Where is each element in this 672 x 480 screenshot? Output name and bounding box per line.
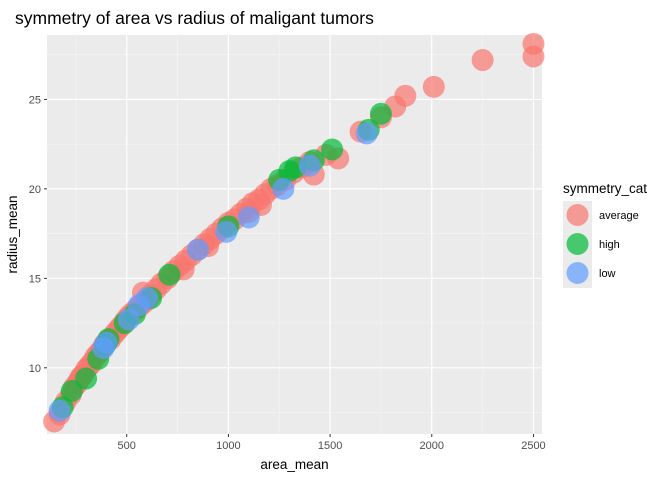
point-low (355, 122, 378, 145)
point-low (127, 294, 150, 317)
x-tick-label: 500 (118, 440, 136, 452)
point-high (158, 263, 181, 286)
legend-label-high: high (599, 239, 620, 251)
legend-key-high (566, 233, 589, 255)
point-average (422, 75, 445, 98)
point-average (522, 32, 545, 55)
data-points (43, 32, 545, 433)
legend-title: symmetry_cat (563, 181, 647, 196)
x-tick-label: 1500 (318, 440, 342, 452)
legend-label-average: average (599, 210, 639, 222)
y-tick-label: 15 (29, 273, 41, 285)
point-high (60, 380, 83, 403)
point-low (298, 154, 321, 177)
point-low (95, 331, 118, 354)
x-tick-label: 2500 (521, 440, 545, 452)
plot-panel (47, 35, 542, 434)
y-tick-label: 25 (29, 94, 41, 106)
legend-key-average (566, 204, 589, 226)
y-tick-label: 20 (29, 184, 41, 196)
y-axis-label: radius_mean (5, 195, 20, 273)
point-average (471, 49, 494, 72)
legend: symmetry_cat average high low (563, 181, 647, 288)
legend-key-low (566, 262, 589, 284)
point-low (237, 206, 260, 229)
x-axis-label: area_mean (260, 457, 328, 472)
x-tick-label: 1000 (216, 440, 240, 452)
point-average (394, 84, 417, 107)
point-low (272, 177, 295, 200)
x-tick-label: 2000 (420, 440, 444, 452)
point-high (369, 102, 392, 125)
point-low (186, 238, 209, 261)
chart-title: symmetry of area vs radius of maligant t… (15, 8, 374, 28)
x-axis-ticks: 500 1000 1500 2000 2500 (118, 434, 546, 452)
point-high (321, 138, 344, 161)
legend-label-low: low (599, 268, 616, 280)
point-high (75, 367, 98, 390)
point-low (215, 220, 238, 243)
y-tick-label: 10 (29, 363, 41, 375)
y-axis-ticks: 10 15 20 25 (29, 94, 47, 375)
point-low (48, 399, 71, 422)
